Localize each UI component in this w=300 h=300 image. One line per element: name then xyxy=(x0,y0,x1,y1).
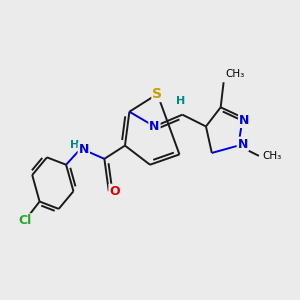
Text: H: H xyxy=(70,140,80,150)
Text: CH₃: CH₃ xyxy=(262,151,281,161)
Text: H: H xyxy=(176,96,185,106)
Text: N: N xyxy=(79,143,89,157)
Text: O: O xyxy=(110,185,120,198)
Text: CH₃: CH₃ xyxy=(225,69,244,79)
Text: S: S xyxy=(152,87,162,101)
Text: N: N xyxy=(238,138,248,151)
Text: N: N xyxy=(149,120,160,133)
Text: N: N xyxy=(239,114,249,127)
Text: Cl: Cl xyxy=(18,214,32,227)
